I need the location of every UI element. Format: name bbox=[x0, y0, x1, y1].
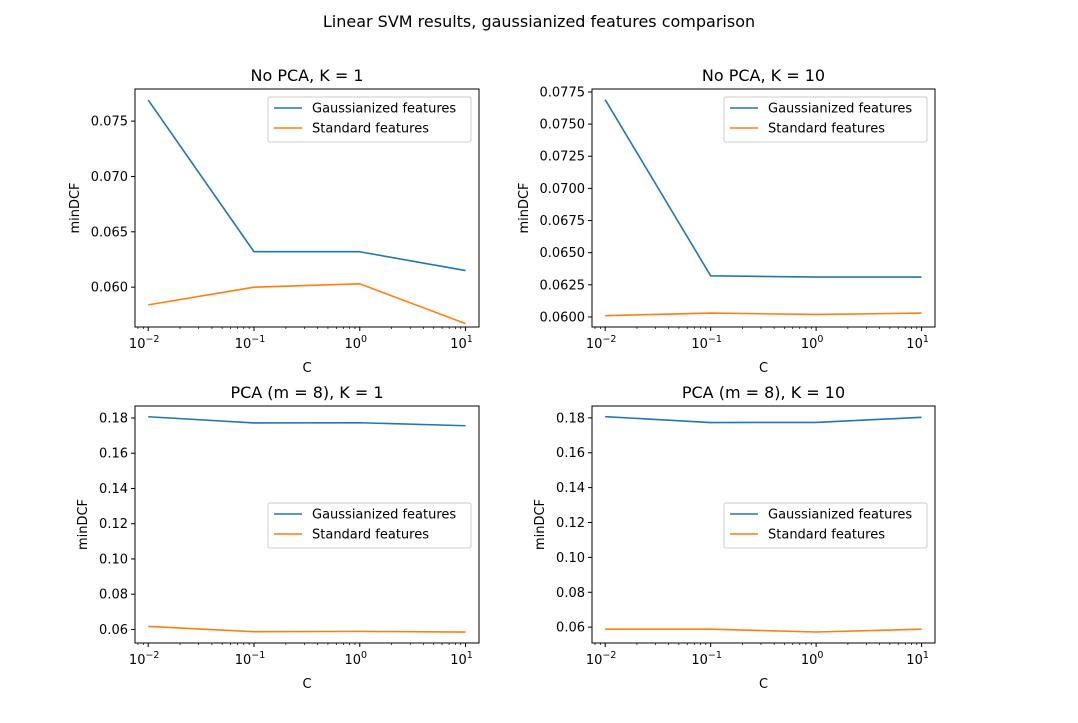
legend-label: Gaussianized features bbox=[312, 102, 456, 117]
y-tick-label: 0.0675 bbox=[540, 214, 586, 229]
x-tick-label: 100 bbox=[344, 650, 367, 668]
y-tick-label: 0.10 bbox=[99, 552, 128, 567]
x-axis-label: C bbox=[759, 677, 768, 692]
legend-label: Standard features bbox=[312, 122, 429, 137]
x-tick-label: 100 bbox=[344, 334, 367, 352]
y-tick-label: 0.065 bbox=[91, 225, 128, 240]
series-line-gaussianized bbox=[605, 415, 922, 424]
y-tick-label: 0.12 bbox=[99, 517, 128, 532]
series-line-standard bbox=[605, 628, 922, 633]
y-tick-label: 0.14 bbox=[556, 481, 585, 496]
y-tick-label: 0.08 bbox=[556, 586, 585, 601]
y-tick-label: 0.0625 bbox=[540, 278, 586, 293]
y-tick-label: 0.14 bbox=[99, 482, 128, 497]
legend-label: Gaussianized features bbox=[768, 102, 912, 117]
legend-box bbox=[267, 502, 472, 549]
legend-box bbox=[723, 96, 928, 143]
y-axis-label: minDCF bbox=[76, 499, 91, 550]
legend-label: Standard features bbox=[768, 122, 885, 137]
subplot-title: PCA (m = 8), K = 10 bbox=[682, 383, 845, 402]
x-axis-label: C bbox=[302, 677, 311, 692]
y-tick-label: 0.075 bbox=[91, 115, 128, 130]
x-tick-label: 100 bbox=[801, 334, 824, 352]
legend: Gaussianized features Standard features bbox=[267, 502, 472, 549]
y-tick-label: 0.06 bbox=[99, 623, 128, 638]
y-tick-label: 0.0700 bbox=[540, 182, 586, 197]
x-axis-label: C bbox=[759, 361, 768, 376]
y-tick-label: 0.0600 bbox=[540, 310, 586, 325]
legend: Gaussianized features Standard features bbox=[723, 96, 928, 143]
subplot-2: 0.0600 0.0625 0.0650 0.0675 0.0700 0.0725 0.07… bbox=[517, 66, 936, 376]
subplot-4: 0.06 0.08 0.10 0.12 0.14 0.16 0.18 10−2 10−1 100 1… bbox=[533, 383, 936, 692]
x-tick-label: 101 bbox=[450, 650, 473, 668]
x-tick-label: 100 bbox=[801, 650, 824, 668]
plot-frame bbox=[134, 405, 480, 644]
legend-label: Standard features bbox=[768, 528, 885, 543]
y-tick-label: 0.06 bbox=[556, 621, 585, 636]
x-tick-label: 101 bbox=[906, 334, 929, 352]
x-tick-label: 10−2 bbox=[586, 334, 617, 352]
legend-box bbox=[267, 96, 472, 143]
y-tick-label: 0.16 bbox=[556, 446, 585, 461]
y-axis-label: minDCF bbox=[68, 182, 83, 233]
subplot-title: No PCA, K = 1 bbox=[250, 66, 363, 85]
figure-title: Linear SVM results, gaussianized feature… bbox=[323, 12, 755, 31]
legend-label: Standard features bbox=[312, 528, 429, 543]
legend-box bbox=[723, 502, 928, 549]
series-line-gaussianized bbox=[147, 99, 466, 272]
y-tick-label: 0.12 bbox=[556, 516, 585, 531]
series-line-standard bbox=[605, 312, 922, 317]
x-tick-label: 10−1 bbox=[235, 334, 266, 352]
y-tick-label: 0.10 bbox=[556, 551, 585, 566]
plot-frame bbox=[591, 405, 936, 644]
y-tick-label: 0.18 bbox=[556, 411, 585, 426]
y-tick-label: 0.060 bbox=[91, 281, 128, 296]
y-tick-label: 0.0725 bbox=[540, 150, 586, 165]
legend: Gaussianized features Standard features bbox=[267, 96, 472, 143]
y-tick-label: 0.0775 bbox=[540, 85, 586, 100]
y-tick-label: 0.18 bbox=[99, 411, 128, 426]
series-line-gaussianized bbox=[604, 99, 922, 278]
subplot-title: PCA (m = 8), K = 1 bbox=[230, 383, 383, 402]
x-tick-label: 101 bbox=[906, 650, 929, 668]
subplot-3: 0.06 0.08 0.10 0.12 0.14 0.16 0.18 10−2 10−1 100 1… bbox=[76, 383, 480, 692]
x-tick-label: 10−1 bbox=[235, 650, 266, 668]
x-tick-label: 10−2 bbox=[129, 334, 160, 352]
x-tick-label: 10−2 bbox=[586, 650, 617, 668]
subplot-1: 0.060 0.065 0.070 0.075 10−2 10−1 100 101 No PCA… bbox=[68, 66, 480, 376]
plot-frame bbox=[134, 88, 480, 328]
y-tick-label: 0.16 bbox=[99, 447, 128, 462]
legend-label: Gaussianized features bbox=[768, 508, 912, 523]
x-tick-label: 101 bbox=[450, 334, 473, 352]
legend: Gaussianized features Standard features bbox=[723, 502, 928, 549]
series-line-standard bbox=[148, 283, 466, 325]
x-axis-label: C bbox=[302, 361, 311, 376]
series-line-standard bbox=[148, 625, 466, 633]
y-axis-label: minDCF bbox=[533, 499, 548, 550]
series-line-gaussianized bbox=[148, 415, 466, 427]
y-tick-label: 0.070 bbox=[91, 170, 128, 185]
y-tick-label: 0.08 bbox=[99, 588, 128, 603]
x-tick-label: 10−2 bbox=[129, 650, 160, 668]
x-tick-label: 10−1 bbox=[691, 334, 722, 352]
plot-frame bbox=[591, 88, 936, 328]
subplot-grid: 0.060 0.065 0.070 0.075 10−2 10−1 100 101 No PCA… bbox=[68, 66, 936, 692]
y-axis-label: minDCF bbox=[517, 182, 532, 233]
subplot-title: No PCA, K = 10 bbox=[702, 66, 825, 85]
y-tick-label: 0.0750 bbox=[540, 118, 586, 133]
legend-label: Gaussianized features bbox=[312, 508, 456, 523]
x-tick-label: 10−1 bbox=[691, 650, 722, 668]
y-tick-label: 0.0650 bbox=[540, 246, 586, 261]
